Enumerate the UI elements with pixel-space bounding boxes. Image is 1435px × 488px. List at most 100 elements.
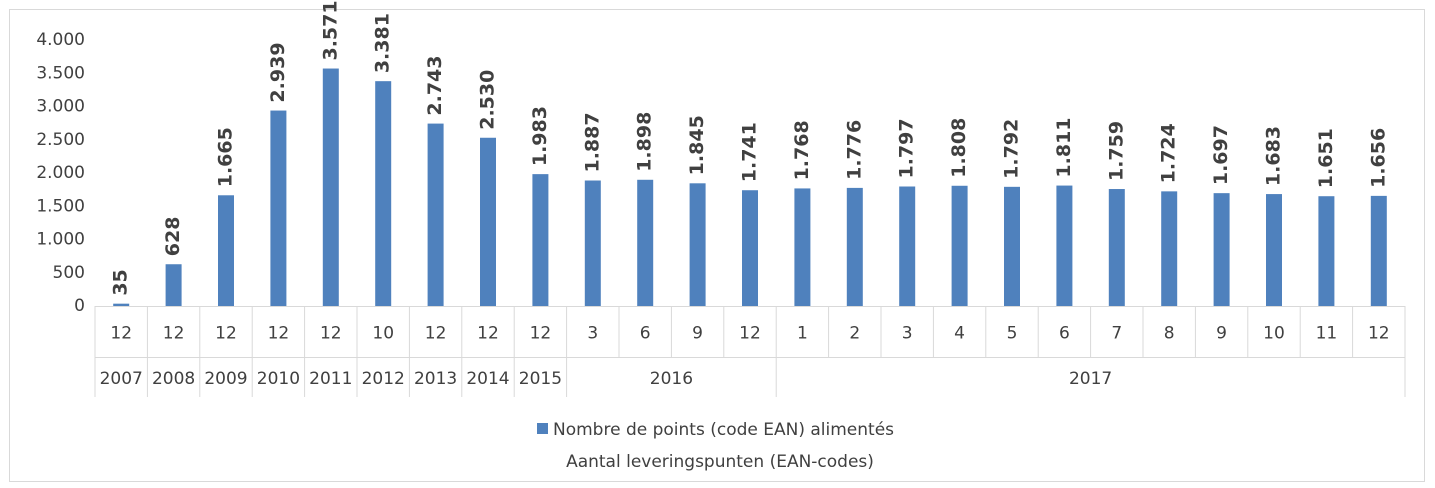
x-tick-label: 6 bbox=[640, 324, 651, 344]
x-tick-label: 12 bbox=[268, 324, 290, 344]
bar bbox=[1056, 185, 1073, 306]
bar bbox=[584, 180, 601, 306]
x-tick-label: 12 bbox=[530, 324, 552, 344]
bar bbox=[689, 183, 706, 306]
bar bbox=[637, 179, 654, 306]
group-label: 2016 bbox=[650, 369, 693, 389]
legend-swatch bbox=[537, 423, 548, 434]
y-tick-label: 3.500 bbox=[36, 63, 85, 83]
legend-label: Nombre de points (code EAN) alimentés bbox=[553, 420, 894, 440]
x-tick-label: 12 bbox=[739, 324, 761, 344]
group-label: 2010 bbox=[257, 369, 300, 389]
value-label: 1.651 bbox=[1315, 128, 1337, 188]
value-label: 1.665 bbox=[215, 127, 237, 187]
value-label: 1.797 bbox=[896, 118, 918, 178]
x-tick-label: 1 bbox=[797, 324, 808, 344]
value-label: 2.743 bbox=[424, 55, 446, 115]
bar bbox=[113, 303, 130, 306]
group-label: 2013 bbox=[414, 369, 457, 389]
bar bbox=[480, 137, 496, 306]
group-label: 2017 bbox=[1069, 369, 1112, 389]
value-label: 1.898 bbox=[634, 112, 656, 172]
y-tick-label: 500 bbox=[53, 263, 85, 283]
x-tick-label: 10 bbox=[372, 324, 394, 344]
bar bbox=[322, 68, 339, 306]
value-label: 2.530 bbox=[477, 70, 499, 130]
x-tick-label: 12 bbox=[110, 324, 132, 344]
y-tick-label: 1.500 bbox=[36, 196, 85, 216]
x-tick-label: 8 bbox=[1164, 324, 1175, 344]
value-label: 3.381 bbox=[372, 13, 394, 73]
x-tick-label: 12 bbox=[477, 324, 499, 344]
value-label: 1.808 bbox=[948, 118, 970, 178]
y-tick-label: 0 bbox=[74, 296, 85, 316]
bar bbox=[375, 81, 392, 306]
bar bbox=[846, 187, 863, 306]
value-label: 3.571 bbox=[319, 0, 341, 60]
x-tick-label: 4 bbox=[954, 324, 965, 344]
bar bbox=[1004, 186, 1020, 306]
bar bbox=[794, 188, 811, 306]
y-tick-label: 2.000 bbox=[36, 163, 85, 183]
legend-note: Aantal leveringspunten (EAN-codes) bbox=[566, 452, 874, 472]
bar bbox=[742, 190, 758, 306]
value-label: 1.683 bbox=[1263, 126, 1285, 186]
value-label: 1.845 bbox=[686, 115, 708, 175]
x-tick-label: 2 bbox=[849, 324, 860, 344]
x-tick-label: 5 bbox=[1007, 324, 1018, 344]
value-label: 35 bbox=[110, 269, 132, 295]
value-label: 1.759 bbox=[1105, 121, 1127, 181]
y-tick-label: 4.000 bbox=[36, 30, 85, 50]
group-label: 2011 bbox=[309, 369, 352, 389]
value-label: 2.939 bbox=[267, 42, 289, 102]
bar bbox=[218, 195, 234, 306]
value-label: 1.887 bbox=[581, 112, 603, 172]
group-label: 2014 bbox=[466, 369, 509, 389]
x-tick-label: 9 bbox=[1216, 324, 1227, 344]
value-label: 1.656 bbox=[1367, 128, 1389, 188]
chart-frame bbox=[9, 9, 1425, 482]
value-label: 1.792 bbox=[1001, 119, 1023, 179]
x-tick-label: 12 bbox=[215, 324, 237, 344]
x-tick-label: 3 bbox=[902, 324, 913, 344]
y-tick-label: 1.000 bbox=[36, 230, 85, 250]
bar bbox=[1318, 196, 1335, 306]
bar bbox=[1213, 193, 1230, 306]
x-tick-label: 9 bbox=[692, 324, 703, 344]
x-tick-label: 3 bbox=[587, 324, 598, 344]
value-label: 1.741 bbox=[739, 122, 761, 182]
value-label: 1.768 bbox=[791, 120, 813, 180]
bar bbox=[532, 174, 549, 306]
x-tick-label: 7 bbox=[1111, 324, 1122, 344]
x-tick-label: 6 bbox=[1059, 324, 1070, 344]
y-tick-label: 2.500 bbox=[36, 130, 85, 150]
bar bbox=[899, 186, 916, 306]
bar bbox=[951, 185, 968, 306]
group-label: 2015 bbox=[519, 369, 562, 389]
group-label: 2007 bbox=[100, 369, 143, 389]
group-label: 2012 bbox=[362, 369, 405, 389]
x-tick-label: 12 bbox=[163, 324, 185, 344]
value-label: 1.983 bbox=[529, 106, 551, 166]
bar bbox=[1108, 189, 1125, 306]
x-tick-label: 12 bbox=[1368, 324, 1390, 344]
x-tick-label: 12 bbox=[320, 324, 342, 344]
group-label: 2008 bbox=[152, 369, 195, 389]
value-label: 1.724 bbox=[1158, 123, 1180, 183]
bar bbox=[165, 264, 182, 306]
bar bbox=[1266, 194, 1282, 306]
value-label: 1.776 bbox=[843, 120, 865, 180]
value-label: 1.697 bbox=[1210, 125, 1232, 185]
bar bbox=[1370, 195, 1387, 306]
x-tick-label: 11 bbox=[1316, 324, 1338, 344]
bar bbox=[270, 110, 287, 306]
bar bbox=[427, 123, 444, 306]
value-label: 628 bbox=[162, 217, 184, 257]
group-label: 2009 bbox=[204, 369, 247, 389]
x-tick-label: 10 bbox=[1263, 324, 1285, 344]
x-tick-label: 12 bbox=[425, 324, 447, 344]
value-label: 1.811 bbox=[1053, 117, 1075, 177]
bar bbox=[1161, 191, 1178, 306]
